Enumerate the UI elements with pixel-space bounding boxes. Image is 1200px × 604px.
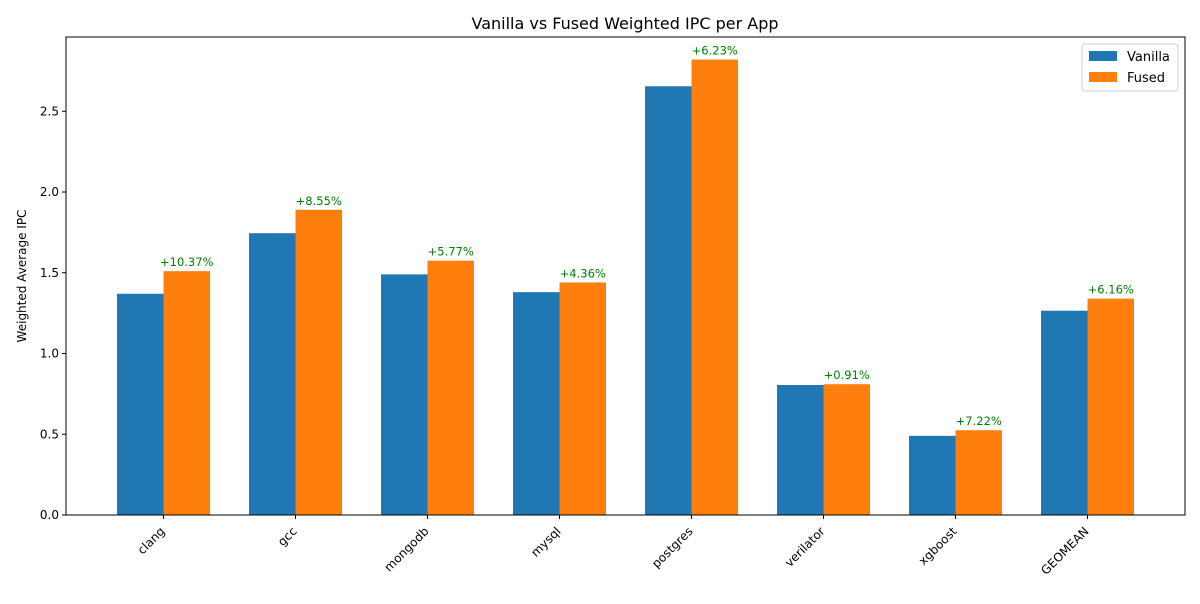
improvement-label: +8.55% [296, 194, 342, 208]
x-tick-label: clang [135, 524, 168, 557]
improvement-label: +5.77% [428, 245, 474, 259]
y-tick-label: 1.5 [40, 266, 59, 280]
improvement-label: +0.91% [824, 368, 870, 382]
bar-vanilla-geomean [1041, 310, 1088, 515]
improvement-label: +10.37% [160, 255, 214, 269]
y-tick-label: 2.0 [40, 185, 59, 199]
improvement-label: +6.23% [692, 44, 738, 58]
bar-vanilla-gcc [249, 233, 296, 515]
bar-fused-verilator [823, 384, 870, 515]
improvement-label: +6.16% [1088, 283, 1134, 297]
x-tick-label: postgres [649, 524, 696, 571]
x-tick-label: GEOMEAN [1038, 524, 1091, 577]
bar-vanilla-postgres [645, 86, 692, 515]
bar-fused-postgres [691, 59, 738, 516]
bar-vanilla-verilator [777, 385, 824, 515]
y-tick-label: 2.5 [40, 104, 59, 118]
bar-fused-geomean [1087, 298, 1134, 515]
improvement-label: +4.36% [560, 266, 606, 280]
y-tick-label: 0.5 [40, 427, 59, 441]
legend-label-vanilla: Vanilla [1127, 50, 1170, 65]
plot-frame [65, 36, 1186, 516]
legend-swatch-vanilla [1089, 51, 1117, 61]
legend-swatch-fused [1089, 72, 1117, 82]
bar-fused-mongodb [427, 260, 474, 515]
improvement-label: +7.22% [956, 414, 1002, 428]
y-tick-label: 0.0 [40, 508, 59, 522]
bar-vanilla-mysql [513, 292, 560, 515]
bar-vanilla-xgboost [909, 435, 956, 515]
legend-label-fused: Fused [1127, 71, 1165, 86]
annotations-layer: +10.37% +8.55% +5.77% +4.36% +6.23% +0.91% +7.… [160, 44, 1134, 429]
bar-fused-xgboost [955, 430, 1002, 515]
x-tick-label: gcc [275, 524, 300, 549]
legend: Vanilla Fused [1081, 43, 1179, 92]
y-axis: 0.0 0.5 1.0 1.5 2.0 2.5 [40, 104, 66, 522]
bar-fused-mysql [559, 282, 606, 515]
x-axis: clang gcc mongodb mysql postgres verilator xgb… [135, 515, 1092, 578]
y-axis-label: Weighted Average IPC [15, 210, 29, 343]
bar-fused-clang [163, 271, 210, 515]
x-tick-label: verilator [782, 524, 828, 570]
bar-vanilla-mongodb [381, 274, 428, 515]
bars-layer [117, 59, 1134, 516]
x-tick-label: mysql [528, 524, 563, 559]
x-tick-label: xgboost [916, 524, 960, 568]
chart-title: Vanilla vs Fused Weighted IPC per App [471, 14, 778, 33]
bar-fused-gcc [295, 209, 342, 516]
bar-vanilla-clang [117, 293, 164, 515]
y-tick-label: 1.0 [40, 347, 59, 361]
x-tick-label: mongodb [382, 524, 432, 574]
